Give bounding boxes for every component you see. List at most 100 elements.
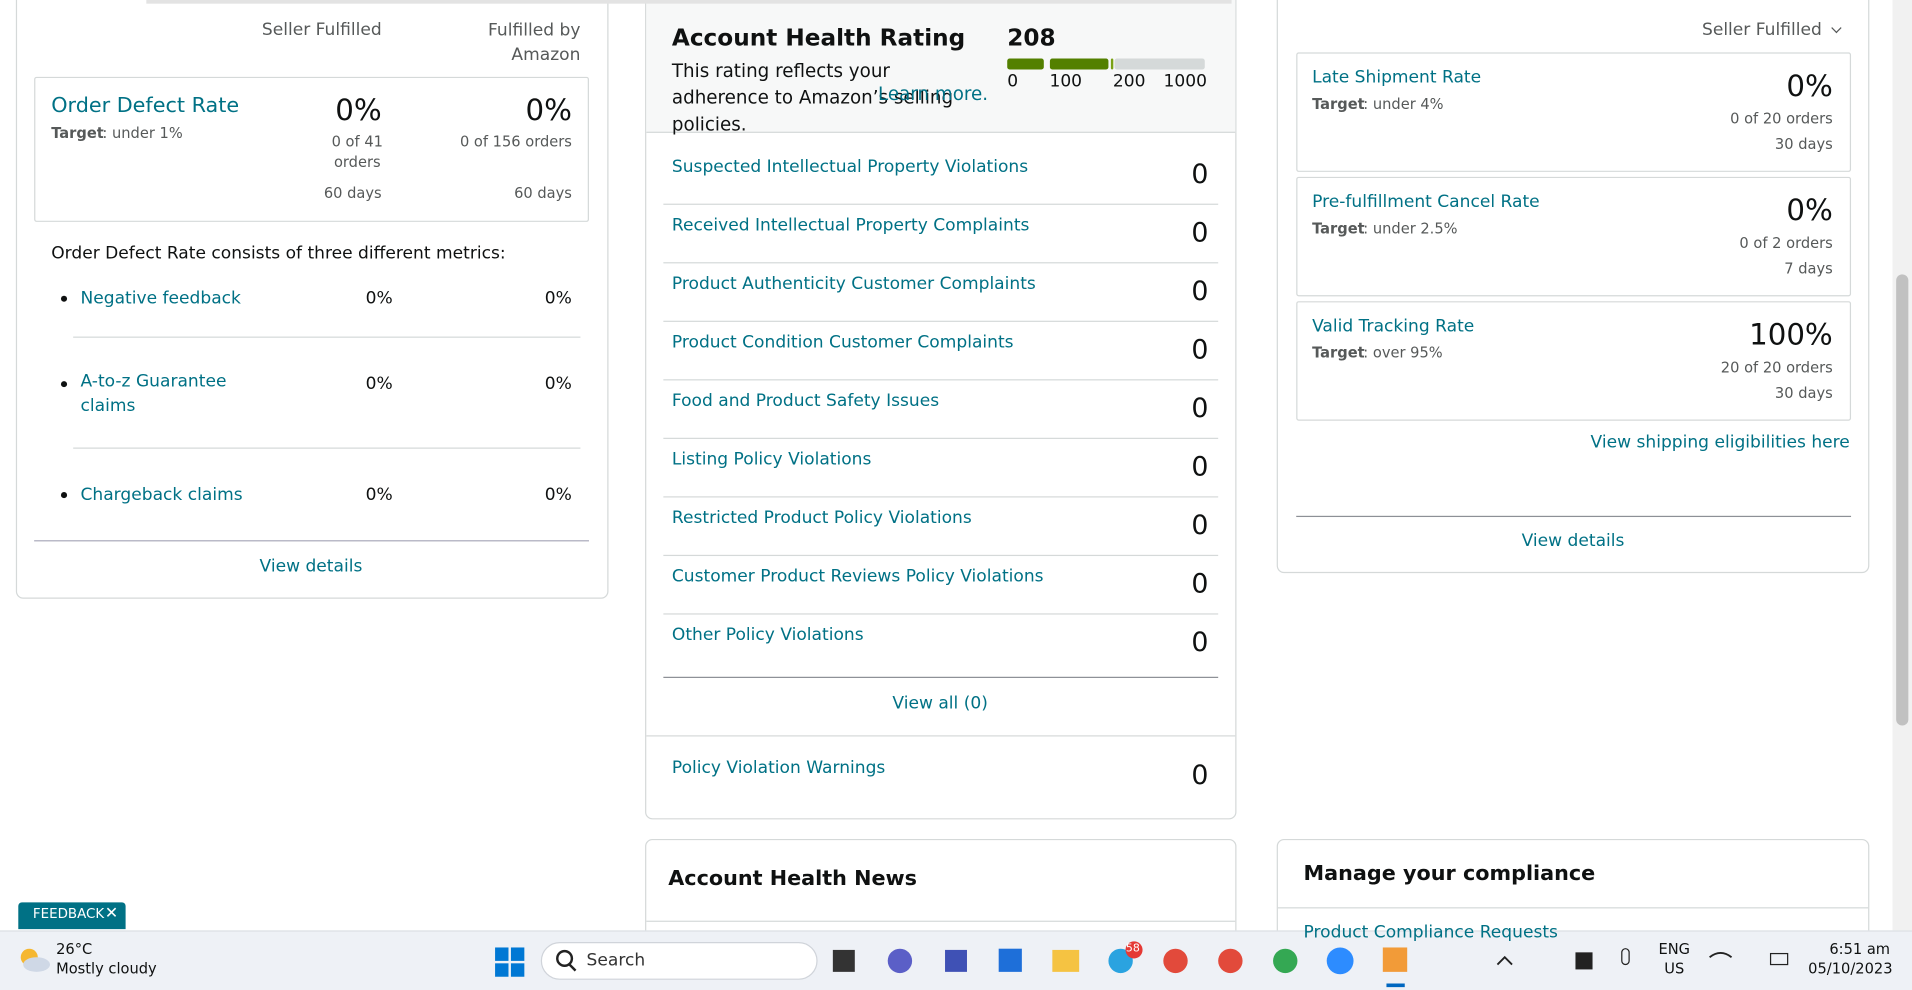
separator <box>663 496 1219 498</box>
rating-scale-label: 100 <box>1049 71 1083 92</box>
warnings-link[interactable]: Policy Violation Warnings <box>671 758 886 778</box>
violation-link[interactable]: Customer Product Reviews Policy Violatio… <box>671 566 1044 587</box>
metric-detail: 0 of 156 orders <box>459 132 572 150</box>
metric-link[interactable]: Chargeback claims <box>80 485 243 505</box>
bullet <box>60 492 68 499</box>
target: : under 1% <box>102 124 183 142</box>
target-label: Target <box>51 124 104 142</box>
violation-link[interactable]: Product Authenticity Customer Complaints <box>671 274 1036 294</box>
bullet <box>60 295 68 302</box>
column-header: Fulfilled by Amazon <box>488 20 581 65</box>
odr-card <box>34 76 589 222</box>
metric-link[interactable]: A-to-z Guarantee claims <box>80 371 227 417</box>
target: : over 95% <box>1363 344 1443 362</box>
metric-title[interactable]: Order Defect Rate <box>51 93 240 118</box>
learn-more-link[interactable]: Learn more. <box>877 83 989 106</box>
feedback-label[interactable]: FEEDBACK <box>32 906 105 922</box>
separator <box>663 379 1219 381</box>
rating-bar-segment <box>1007 58 1044 70</box>
metric-link[interactable]: Negative feedback <box>80 288 241 309</box>
separator <box>663 554 1219 557</box>
separator <box>663 437 1219 439</box>
violation-link[interactable]: Suspected Intellectual Property Violatio… <box>671 157 1029 177</box>
scroll-thumb <box>1896 274 1909 726</box>
metric-value: 0% <box>544 485 572 505</box>
taskbar-icons <box>20 941 1789 988</box>
weather-condition: Mostly cloudy <box>56 960 157 978</box>
separator <box>73 336 581 338</box>
metric-detail: 0 of 20 orders <box>1730 110 1833 128</box>
bullet <box>60 381 68 388</box>
top-edge <box>146 0 1232 4</box>
description: This rating reflects your adherence to A… <box>671 59 954 135</box>
rating-score: 208 <box>1007 24 1056 52</box>
search-placeholder: Search <box>586 950 646 971</box>
separator <box>646 920 1236 922</box>
view-all-link[interactable]: View all (0) <box>892 693 988 714</box>
metric-period: 30 days <box>1774 135 1833 153</box>
target: : under 2.5% <box>1363 219 1458 237</box>
metric-detail: 0 of 41 orders <box>331 132 383 172</box>
metric-detail: 0 of 2 orders <box>1739 234 1833 252</box>
metric-card <box>1296 301 1852 421</box>
metric-link[interactable]: Late Shipment Rate <box>1312 68 1482 88</box>
violation-count: 0 <box>1191 159 1209 191</box>
column-header: Seller Fulfilled <box>261 20 382 41</box>
separator <box>34 540 589 542</box>
metric-period: 7 days <box>1784 260 1833 278</box>
rating-scale-label: 0 <box>1007 71 1019 92</box>
rating-bar-segment <box>1114 58 1205 70</box>
metric-value: 100% <box>1749 317 1833 352</box>
feedback-button[interactable] <box>18 902 126 930</box>
separator <box>1277 907 1869 909</box>
rating-bar-segment <box>1110 58 1114 70</box>
weather-temp: 26°C <box>56 940 93 958</box>
separator <box>663 203 1219 205</box>
metric-value: 0% <box>1786 193 1833 228</box>
close-icon[interactable]: ✕ <box>104 904 119 924</box>
violation-count: 0 <box>1191 569 1209 601</box>
violation-count: 0 <box>1191 452 1209 483</box>
target-label: Target <box>1312 95 1365 113</box>
view-details-link[interactable]: View details <box>1521 531 1625 551</box>
shipping-link[interactable]: View shipping eligibilities here <box>1590 432 1850 453</box>
metric-period: 30 days <box>1774 384 1833 402</box>
violation-link[interactable]: Food and Product Safety Issues <box>671 391 940 411</box>
target: : under 4% <box>1363 95 1444 113</box>
violation-link[interactable]: Received Intellectual Property Complaint… <box>671 215 1030 236</box>
separator <box>646 735 1236 737</box>
view-details-link[interactable]: View details <box>259 557 363 577</box>
clock-date: 05/10/2023 <box>1808 960 1893 978</box>
metric-period: 60 days <box>514 184 572 202</box>
metric-value: 0% <box>365 374 393 394</box>
metric-value: 0% <box>335 93 382 128</box>
separator <box>73 447 581 449</box>
metric-value: 0% <box>525 93 572 128</box>
rating-scale-label: 200 <box>1112 71 1146 92</box>
violation-link[interactable]: Restricted Product Policy Violations <box>671 508 972 528</box>
compliance-link[interactable]: Product Compliance Requests <box>1303 922 1558 943</box>
metric-link[interactable]: Pre-fulfillment Cancel Rate <box>1312 192 1540 212</box>
language: ENG <box>1658 940 1691 958</box>
rating-bar-segment <box>1049 58 1109 70</box>
metric-value: 0% <box>365 288 393 309</box>
description: Order Defect Rate consists of three diff… <box>51 243 506 264</box>
metric-value: 0% <box>544 374 572 394</box>
violation-link[interactable]: Other Policy Violations <box>671 625 864 645</box>
violation-count: 0 <box>1191 218 1209 249</box>
target-label: Target <box>1312 344 1365 362</box>
fulfillment-selector[interactable]: Seller Fulfilled <box>1701 20 1822 41</box>
violation-link[interactable]: Product Condition Customer Complaints <box>671 332 1014 353</box>
violation-link[interactable]: Listing Policy Violations <box>671 449 872 470</box>
rating-scale-label: 1000 <box>1163 71 1207 92</box>
panel-title: Account Health News <box>668 866 918 891</box>
metric-link[interactable]: Valid Tracking Rate <box>1312 316 1475 337</box>
violation-count: 0 <box>1191 628 1209 659</box>
separator <box>663 320 1219 322</box>
panel-title: Manage your compliance <box>1303 861 1596 887</box>
violation-count: 0 <box>1191 393 1209 425</box>
violation-count: 0 <box>1191 335 1209 366</box>
panel-title: Account Health Rating <box>671 24 966 52</box>
violation-count: 0 <box>1191 510 1209 542</box>
